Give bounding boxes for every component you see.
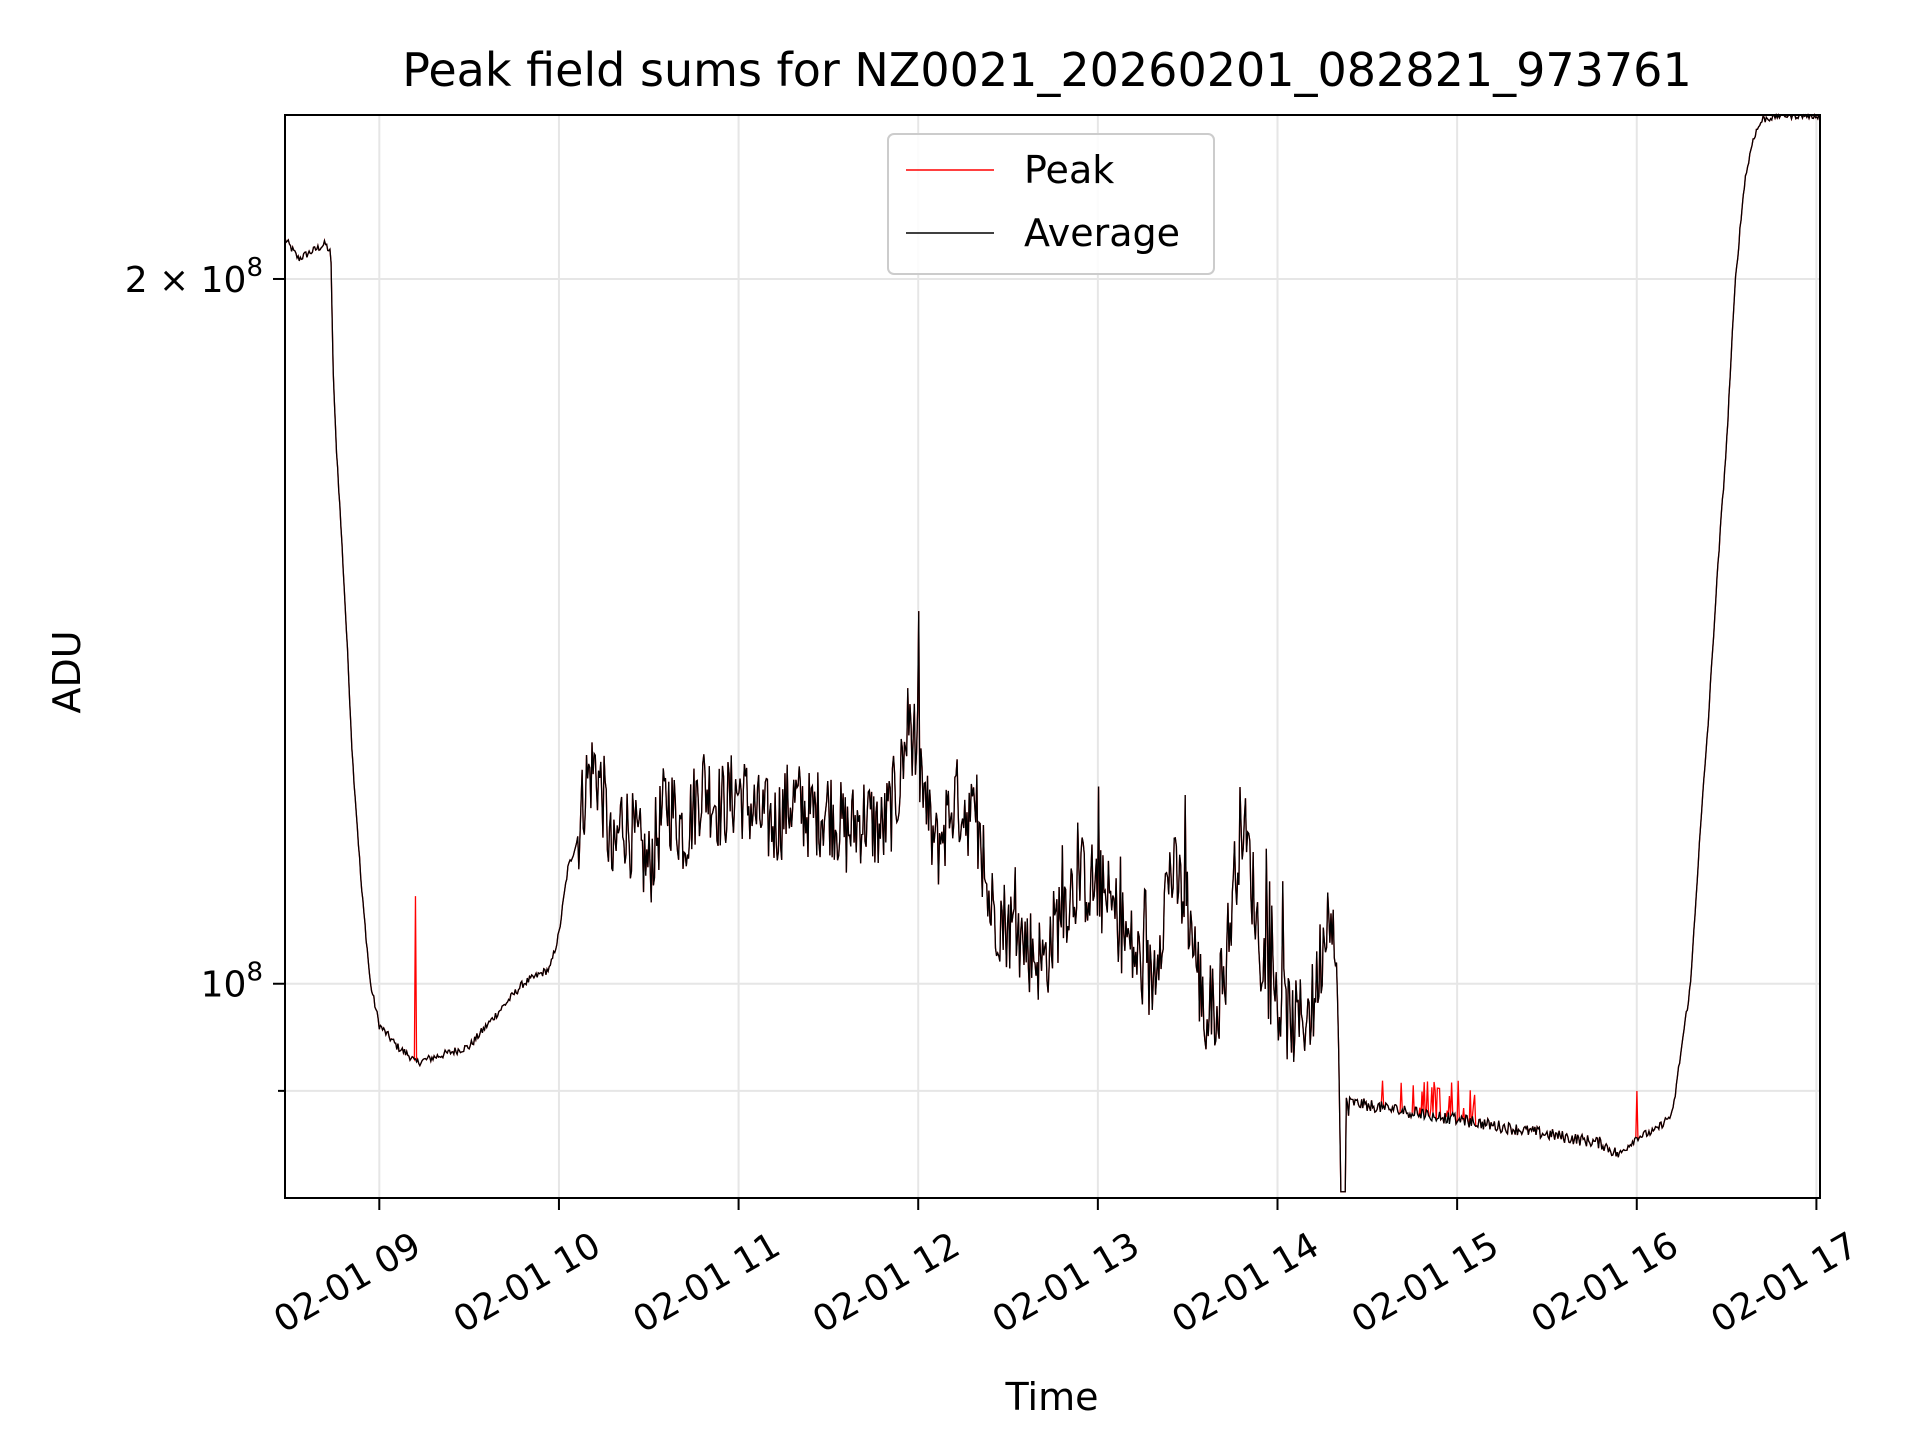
y-tick-label-1: 108 (201, 958, 263, 1006)
chart-title: Peak field sums for NZ0021_20260201_0828… (402, 43, 1691, 97)
legend: Peak Average (887, 133, 1215, 275)
x-axis-label: Time (1005, 1375, 1099, 1419)
grid (285, 115, 1820, 1198)
legend-box (887, 133, 1215, 275)
legend-label-peak: Peak (1024, 148, 1114, 192)
y-axis: 2 × 108 108 (125, 253, 285, 1092)
y-tick-label-0: 2 × 108 (125, 253, 263, 301)
legend-label-average: Average (1024, 211, 1180, 255)
series-line-average (284, 113, 1820, 1193)
y-axis-label: ADU (45, 630, 89, 713)
plot-frame (284, 114, 1821, 1199)
series-group (284, 113, 1820, 1193)
